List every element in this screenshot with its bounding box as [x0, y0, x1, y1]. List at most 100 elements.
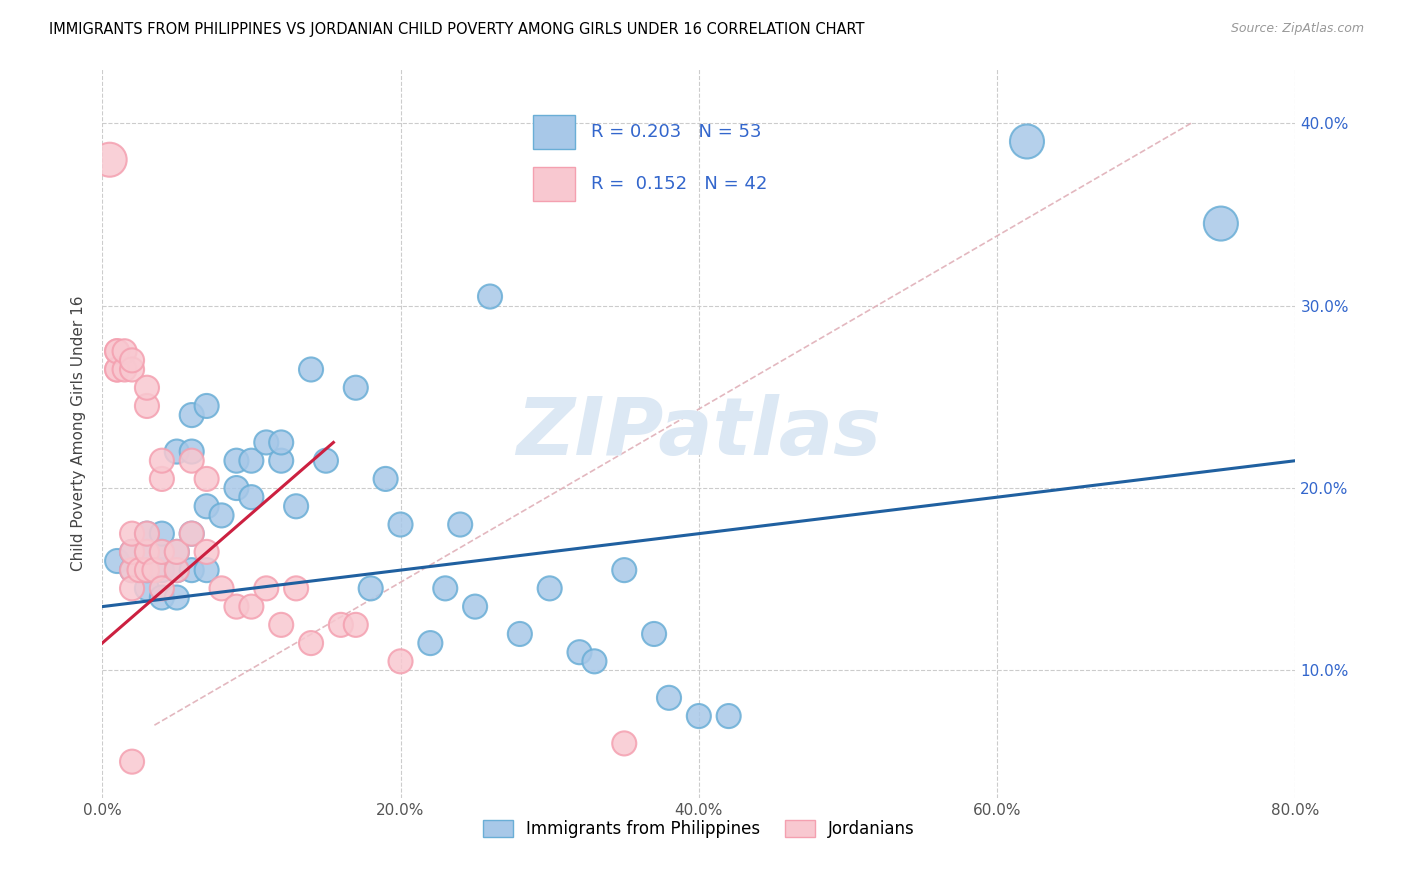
Point — [717, 709, 740, 723]
Point — [121, 362, 143, 376]
Point — [374, 472, 396, 486]
Point — [136, 545, 159, 559]
Point — [360, 582, 382, 596]
Point — [270, 618, 292, 632]
Point — [270, 435, 292, 450]
Point — [419, 636, 441, 650]
Point — [688, 709, 710, 723]
Point — [389, 517, 412, 532]
Text: ZIPatlas: ZIPatlas — [516, 394, 882, 473]
Point — [105, 362, 128, 376]
Text: Source: ZipAtlas.com: Source: ZipAtlas.com — [1230, 22, 1364, 36]
Point — [195, 545, 218, 559]
Point — [299, 636, 322, 650]
Point — [583, 654, 606, 668]
Point — [121, 563, 143, 577]
Point — [449, 517, 471, 532]
Point — [464, 599, 486, 614]
Point — [136, 582, 159, 596]
Point — [479, 289, 502, 303]
Point — [285, 582, 308, 596]
Point — [128, 563, 150, 577]
Point — [150, 582, 173, 596]
Point — [211, 582, 233, 596]
Point — [121, 545, 143, 559]
Text: IMMIGRANTS FROM PHILIPPINES VS JORDANIAN CHILD POVERTY AMONG GIRLS UNDER 16 CORR: IMMIGRANTS FROM PHILIPPINES VS JORDANIAN… — [49, 22, 865, 37]
Point — [613, 736, 636, 750]
Point — [98, 153, 121, 167]
Point — [150, 591, 173, 605]
Point — [538, 582, 561, 596]
Point — [121, 755, 143, 769]
Point — [180, 526, 202, 541]
Point — [285, 500, 308, 514]
Point — [136, 399, 159, 413]
Point — [329, 618, 352, 632]
Point — [136, 563, 159, 577]
Point — [299, 362, 322, 376]
Point — [121, 563, 143, 577]
Point — [195, 563, 218, 577]
Point — [105, 344, 128, 359]
Point — [389, 654, 412, 668]
Point — [180, 453, 202, 467]
Point — [270, 453, 292, 467]
Point — [114, 362, 136, 376]
Point — [344, 381, 367, 395]
Point — [136, 563, 159, 577]
Point — [136, 545, 159, 559]
Point — [240, 490, 263, 504]
Point — [143, 563, 166, 577]
Point — [180, 408, 202, 422]
Point — [254, 435, 277, 450]
Y-axis label: Child Poverty Among Girls Under 16: Child Poverty Among Girls Under 16 — [72, 295, 86, 571]
Point — [315, 453, 337, 467]
Point — [150, 563, 173, 577]
Point — [240, 599, 263, 614]
Point — [225, 599, 247, 614]
Point — [166, 563, 188, 577]
Point — [121, 526, 143, 541]
Point — [344, 618, 367, 632]
Point — [105, 554, 128, 568]
Point — [658, 690, 681, 705]
Point — [150, 453, 173, 467]
Point — [1209, 217, 1232, 231]
Point — [121, 582, 143, 596]
Point — [180, 563, 202, 577]
Point — [568, 645, 591, 659]
Point — [240, 453, 263, 467]
Point — [136, 526, 159, 541]
Point — [150, 472, 173, 486]
Point — [150, 526, 173, 541]
Point — [166, 444, 188, 458]
Legend: Immigrants from Philippines, Jordanians: Immigrants from Philippines, Jordanians — [475, 813, 922, 845]
Point — [150, 545, 173, 559]
Point — [613, 563, 636, 577]
Point — [211, 508, 233, 523]
Point — [166, 563, 188, 577]
Point — [195, 500, 218, 514]
Point — [105, 344, 128, 359]
Point — [225, 481, 247, 495]
Point — [180, 526, 202, 541]
Point — [254, 582, 277, 596]
Point — [195, 472, 218, 486]
Point — [166, 545, 188, 559]
Point — [114, 344, 136, 359]
Point — [121, 353, 143, 368]
Point — [136, 526, 159, 541]
Point — [434, 582, 457, 596]
Point — [166, 591, 188, 605]
Point — [509, 627, 531, 641]
Point — [105, 362, 128, 376]
Point — [150, 545, 173, 559]
Point — [1015, 135, 1038, 149]
Point — [225, 453, 247, 467]
Point — [195, 399, 218, 413]
Point — [180, 444, 202, 458]
Point — [166, 545, 188, 559]
Point — [121, 545, 143, 559]
Point — [643, 627, 665, 641]
Point — [136, 381, 159, 395]
